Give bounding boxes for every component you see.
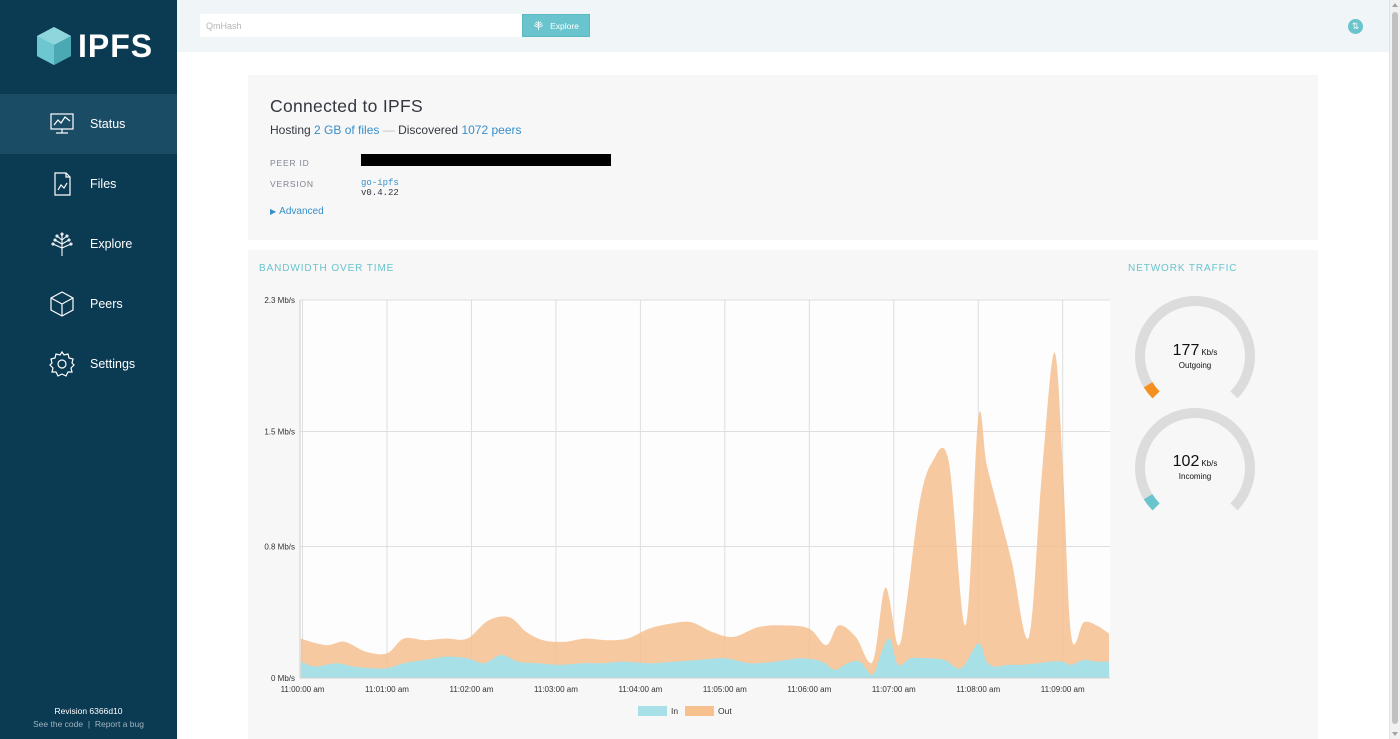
scroll-thumb[interactable] bbox=[1392, 12, 1398, 724]
y-tick-label: 0.8 Mb/s bbox=[264, 543, 295, 552]
status-icon bbox=[48, 110, 76, 138]
advanced-label: Advanced bbox=[279, 206, 324, 217]
legend-label-out: Out bbox=[718, 706, 732, 716]
incoming-gauge-track bbox=[1135, 408, 1255, 511]
outgoing-value: 177 Kb/s bbox=[1172, 342, 1218, 359]
x-tick-label: 11:06:00 am bbox=[787, 685, 831, 694]
incoming-gauge-fill bbox=[1143, 494, 1160, 511]
x-tick-label: 11:05:00 am bbox=[703, 685, 747, 694]
logo-text: IPFS bbox=[78, 27, 154, 64]
legend-label-in: In bbox=[671, 706, 678, 716]
go-ipfs-link[interactable]: go-ipfs bbox=[361, 178, 399, 188]
status-summary: Hosting 2 GB of files — Discovered 1072 … bbox=[270, 123, 521, 137]
sidebar-item-label: Status bbox=[90, 117, 126, 131]
explore-button-label: Explore bbox=[550, 20, 579, 31]
explore-button[interactable]: Explore bbox=[522, 14, 590, 37]
x-tick-label: 11:03:00 am bbox=[534, 685, 578, 694]
x-tick-label: 11:09:00 am bbox=[1041, 685, 1085, 694]
revision-text: Revision 6366d10 bbox=[54, 706, 123, 716]
y-tick-label: 0 Mb/s bbox=[271, 674, 295, 683]
x-tick-label: 11:07:00 am bbox=[872, 685, 916, 694]
hash-search-input[interactable] bbox=[200, 14, 522, 37]
y-tick-label: 2.3 Mb/s bbox=[264, 296, 295, 305]
sidebar-item-label: Peers bbox=[90, 297, 123, 311]
incoming-gauge bbox=[1135, 408, 1255, 511]
bandwidth-chart: 0 Mb/s 0.8 Mb/s 1.5 Mb/s 2.3 Mb/s 11:00:00 a… bbox=[264, 296, 1110, 716]
footer-links: See the code | Report a bug bbox=[0, 719, 177, 729]
sidebar-item-peers[interactable]: Peers bbox=[0, 274, 177, 334]
page-scrollbar[interactable] bbox=[1389, 0, 1400, 739]
discovered-prefix: Discovered bbox=[398, 123, 462, 137]
in-series-area bbox=[300, 638, 1110, 678]
version-number: v0.4.22 bbox=[361, 188, 399, 198]
outgoing-label: Outgoing bbox=[1178, 361, 1212, 370]
settings-icon bbox=[48, 350, 76, 378]
connection-title: Connected to IPFS bbox=[270, 96, 423, 116]
top-bar: Explore ⇅ bbox=[177, 0, 1389, 52]
peer-id-label: PEER ID bbox=[270, 158, 310, 168]
explore-button-icon bbox=[533, 20, 544, 31]
x-tick-label: 11:04:00 am bbox=[618, 685, 662, 694]
outgoing-gauge-track bbox=[1135, 296, 1255, 399]
files-link[interactable]: 2 GB of files bbox=[314, 123, 380, 137]
outgoing-gauge-fill bbox=[1143, 382, 1160, 399]
advanced-toggle[interactable]: ▶ Advanced bbox=[270, 206, 324, 217]
peers-icon bbox=[48, 290, 76, 318]
out-series-area bbox=[300, 352, 1110, 678]
version-value: go-ipfs v0.4.22 bbox=[361, 178, 399, 198]
sidebar: IPFS Status Files bbox=[0, 0, 177, 739]
sidebar-item-label: Files bbox=[90, 177, 117, 191]
translate-icon[interactable]: ⇅ bbox=[1348, 19, 1363, 34]
x-tick-label: 11:00:00 am bbox=[281, 685, 325, 694]
bandwidth-heading: BANDWIDTH OVER TIME bbox=[259, 263, 395, 274]
ipfs-cube-icon bbox=[37, 27, 71, 65]
hosting-prefix: Hosting bbox=[270, 123, 315, 137]
network-traffic-heading: NETWORK TRAFFIC bbox=[1128, 263, 1238, 274]
x-tick-label: 11:01:00 am bbox=[365, 685, 409, 694]
summary-dash: — bbox=[379, 123, 399, 137]
footer-separator: | bbox=[87, 719, 91, 729]
version-label: VERSION bbox=[270, 179, 314, 189]
sidebar-item-label: Settings bbox=[90, 357, 136, 371]
scroll-down-arrow-icon[interactable] bbox=[1392, 732, 1398, 736]
report-bug-link[interactable]: Report a bug bbox=[94, 719, 144, 729]
x-tick-label: 11:02:00 am bbox=[450, 685, 494, 694]
y-tick-label: 1.5 Mb/s bbox=[264, 427, 295, 436]
ipfs-logo[interactable]: IPFS bbox=[36, 26, 153, 66]
x-tick-label: 11:08:00 am bbox=[956, 685, 1000, 694]
peers-link[interactable]: 1072 peers bbox=[461, 123, 522, 137]
outgoing-gauge bbox=[1135, 296, 1255, 399]
sidebar-item-label: Explore bbox=[90, 237, 133, 251]
scroll-up-arrow-icon[interactable] bbox=[1392, 3, 1398, 7]
sidebar-nav: Status Files bbox=[0, 94, 177, 394]
sidebar-footer: Revision 6366d10 See the code | Report a… bbox=[0, 706, 177, 729]
see-code-link[interactable]: See the code bbox=[33, 719, 84, 729]
incoming-value: 102 Kb/s bbox=[1172, 453, 1218, 470]
files-icon bbox=[48, 170, 76, 198]
incoming-label: Incoming bbox=[1178, 472, 1212, 481]
status-card: Connected to IPFS Hosting 2 GB of files … bbox=[248, 75, 1318, 240]
legend-swatch-in bbox=[638, 706, 667, 716]
peer-id-row: PEER ID bbox=[270, 154, 611, 168]
peer-id-redacted bbox=[361, 154, 611, 166]
version-row: VERSION go-ipfs v0.4.22 bbox=[270, 178, 399, 198]
bandwidth-card: BANDWIDTH OVER TIME NETWORK TRAFFIC 0 Mb… bbox=[248, 250, 1318, 739]
explore-icon bbox=[48, 230, 76, 258]
sidebar-item-status[interactable]: Status bbox=[0, 94, 177, 154]
triangle-right-icon: ▶ bbox=[270, 207, 277, 216]
sidebar-item-files[interactable]: Files bbox=[0, 154, 177, 214]
sidebar-item-settings[interactable]: Settings bbox=[0, 334, 177, 394]
sidebar-item-explore[interactable]: Explore bbox=[0, 214, 177, 274]
legend-swatch-out bbox=[685, 706, 714, 716]
